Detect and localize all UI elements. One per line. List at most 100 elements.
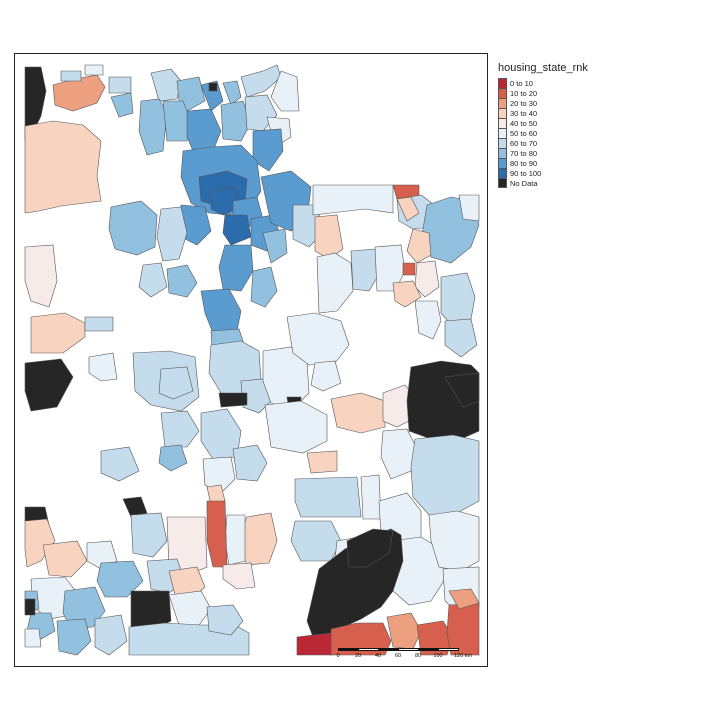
- scale-bar-segment: [438, 648, 459, 651]
- map-region[interactable]: [218, 392, 248, 408]
- map-region[interactable]: [100, 446, 140, 482]
- map-region[interactable]: [222, 80, 242, 106]
- map-region[interactable]: [62, 586, 106, 630]
- map-region[interactable]: [160, 410, 200, 448]
- map-region[interactable]: [250, 266, 278, 308]
- map-region[interactable]: [218, 244, 254, 292]
- map-region[interactable]: [220, 100, 252, 142]
- map-region[interactable]: [444, 318, 478, 358]
- map-region[interactable]: [24, 598, 36, 616]
- map-region[interactable]: [414, 300, 442, 340]
- map-region[interactable]: [56, 618, 92, 656]
- map-region[interactable]: [330, 392, 386, 434]
- map-region[interactable]: [406, 228, 432, 264]
- map-region[interactable]: [24, 120, 102, 214]
- map-region[interactable]: [130, 512, 168, 558]
- map-region[interactable]: [30, 312, 86, 354]
- map-region[interactable]: [108, 76, 132, 94]
- legend-label: 10 to 20: [510, 88, 538, 98]
- map-region[interactable]: [374, 244, 406, 292]
- map-region[interactable]: [346, 528, 394, 568]
- map-region[interactable]: [60, 70, 82, 82]
- map-region[interactable]: [24, 628, 42, 648]
- map-region[interactable]: [96, 560, 144, 598]
- legend-swatch: [498, 88, 507, 98]
- map-region[interactable]: [206, 604, 244, 636]
- map-panel[interactable]: [14, 53, 488, 667]
- map-region[interactable]: [24, 358, 74, 412]
- map-region[interactable]: [444, 372, 480, 408]
- legend-item: 40 to 50: [498, 118, 588, 128]
- map-region[interactable]: [306, 450, 338, 474]
- map-region[interactable]: [458, 194, 480, 222]
- map-region[interactable]: [428, 510, 480, 572]
- map-region[interactable]: [24, 518, 56, 568]
- map-region[interactable]: [414, 260, 440, 298]
- map-region[interactable]: [84, 316, 114, 332]
- map-region[interactable]: [410, 434, 480, 518]
- map-region[interactable]: [330, 622, 392, 656]
- map-region[interactable]: [396, 196, 420, 222]
- map-region[interactable]: [168, 590, 212, 626]
- map-region[interactable]: [386, 612, 422, 650]
- map-region[interactable]: [222, 214, 252, 246]
- map-region[interactable]: [108, 200, 158, 256]
- map-region[interactable]: [448, 588, 480, 610]
- scale-bar-label: 0: [336, 653, 340, 659]
- legend-swatch: [498, 168, 507, 178]
- map-region[interactable]: [270, 70, 300, 112]
- map-region[interactable]: [350, 248, 382, 292]
- map-region[interactable]: [252, 128, 284, 172]
- map-region[interactable]: [200, 288, 242, 334]
- map-region[interactable]: [186, 108, 222, 152]
- choropleth-map[interactable]: [15, 54, 488, 667]
- map-region[interactable]: [158, 444, 188, 472]
- legend-swatch: [498, 108, 507, 118]
- map-region[interactable]: [296, 632, 334, 656]
- map-region[interactable]: [310, 360, 342, 392]
- map-region[interactable]: [42, 540, 88, 578]
- map-region[interactable]: [94, 614, 128, 656]
- map-region[interactable]: [156, 206, 188, 262]
- map-region[interactable]: [208, 82, 218, 92]
- map-region[interactable]: [290, 520, 342, 562]
- map-region[interactable]: [166, 264, 198, 298]
- legend-label: 40 to 50: [510, 118, 538, 128]
- map-region[interactable]: [360, 474, 382, 520]
- map-region[interactable]: [264, 400, 328, 454]
- map-region[interactable]: [232, 444, 268, 482]
- map-region[interactable]: [138, 98, 168, 156]
- map-region[interactable]: [262, 228, 288, 264]
- map-region[interactable]: [122, 496, 148, 518]
- map-region[interactable]: [286, 312, 350, 366]
- map-region[interactable]: [294, 476, 362, 518]
- scale-bar-label: 100: [433, 653, 443, 659]
- legend-label: 20 to 30: [510, 98, 538, 108]
- map-region[interactable]: [202, 456, 236, 494]
- scale-bar-segment: [398, 648, 419, 651]
- map-region[interactable]: [24, 244, 58, 308]
- map-region[interactable]: [110, 92, 134, 118]
- map-region[interactable]: [402, 262, 416, 276]
- map-region[interactable]: [224, 514, 246, 566]
- legend-label: 50 to 60: [510, 128, 538, 138]
- legend-label: 90 to 100: [510, 168, 542, 178]
- legend-swatch: [498, 128, 507, 138]
- map-region[interactable]: [176, 76, 206, 112]
- scale-bar: 0 20 40 60 80 100 120 km: [336, 645, 480, 661]
- map-region[interactable]: [222, 562, 256, 590]
- map-region[interactable]: [206, 500, 228, 568]
- map-region[interactable]: [138, 262, 168, 298]
- map-region[interactable]: [150, 68, 182, 102]
- scale-bar-label: 20: [354, 653, 362, 659]
- legend-swatch: [498, 148, 507, 158]
- map-region[interactable]: [314, 214, 344, 260]
- map-region[interactable]: [312, 184, 394, 216]
- legend-item: 20 to 30: [498, 98, 588, 108]
- map-region[interactable]: [392, 280, 422, 308]
- map-region[interactable]: [200, 80, 224, 112]
- map-region[interactable]: [316, 252, 354, 314]
- map-region[interactable]: [88, 352, 118, 382]
- map-region[interactable]: [158, 366, 194, 400]
- map-region[interactable]: [84, 64, 104, 76]
